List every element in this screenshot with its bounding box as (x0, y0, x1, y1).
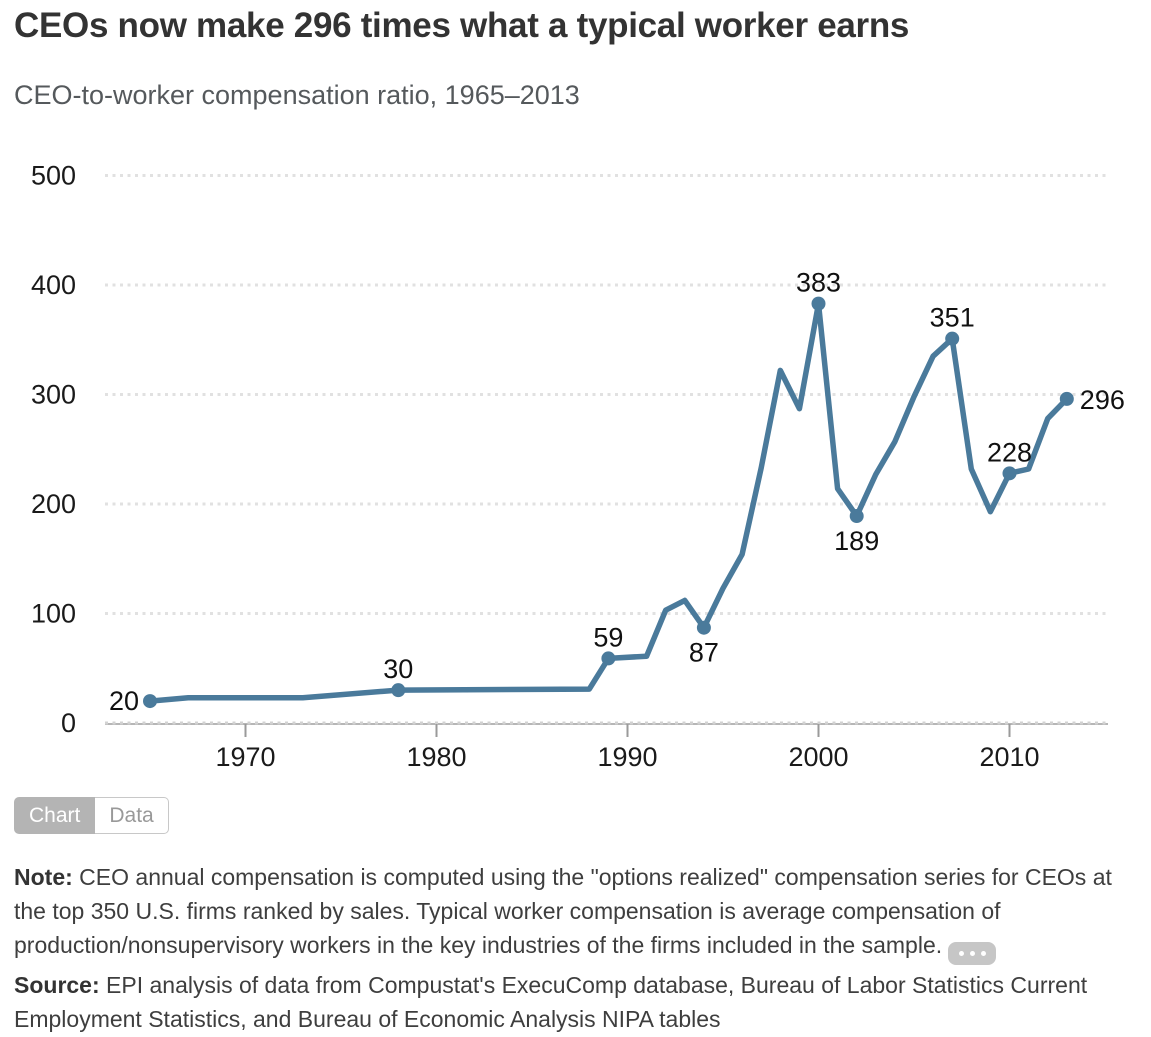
data-label-1978: 30 (383, 654, 413, 684)
x-tick-label: 2000 (788, 742, 848, 772)
data-point-1978[interactable] (391, 683, 406, 698)
data-label-2013: 296 (1080, 385, 1125, 415)
data-label-2010: 228 (987, 437, 1032, 467)
data-point-1965[interactable] (143, 694, 157, 709)
data-label-2002: 189 (834, 526, 879, 556)
y-tick-label: 300 (31, 380, 76, 410)
data-label-2000: 383 (796, 268, 841, 298)
x-tick-label: 2010 (979, 742, 1039, 772)
data-point-1989[interactable] (601, 651, 616, 666)
ceo-ratio-line-chart: 0 100 200 300 400 500 1970 1980 1990 2000 2010 20 30… (31, 161, 1125, 773)
page-title: CEOs now make 296 times what a typical w… (14, 6, 910, 45)
y-tick-label: 400 (31, 270, 76, 300)
note-text: Note: CEO annual compensation is compute… (14, 860, 1142, 965)
expand-note-button[interactable] (948, 942, 997, 965)
y-tick-label: 0 (61, 708, 76, 738)
chart-data-toggle: Chart Data (14, 797, 169, 834)
source-text: Source: EPI analysis of data from Compus… (14, 972, 1088, 1032)
data-point-2002[interactable] (849, 509, 864, 524)
data-point-2007[interactable] (945, 331, 960, 346)
source-label: Source: (14, 972, 100, 998)
ratio-line (147, 300, 1070, 704)
x-tick-label: 1980 (406, 742, 466, 772)
data-point-2010[interactable] (1002, 466, 1017, 481)
data-label-1989: 59 (593, 622, 623, 652)
y-tick-label: 200 (31, 489, 76, 519)
tab-chart[interactable]: Chart (14, 797, 96, 834)
data-label-1994: 87 (689, 638, 719, 668)
x-tick-label: 1970 (215, 742, 275, 772)
data-point-2000[interactable] (811, 296, 826, 311)
note-label: Note: (14, 864, 73, 890)
chart-subtitle: CEO-to-worker compensation ratio, 1965–2… (14, 80, 580, 110)
data-point-1994[interactable] (696, 620, 711, 635)
data-label-1965: 20 (109, 686, 139, 716)
tab-data[interactable]: Data (95, 797, 169, 834)
y-tick-label: 100 (31, 599, 76, 629)
x-tick-label: 1990 (597, 742, 657, 772)
y-tick-label: 500 (31, 161, 76, 191)
data-point-2013[interactable] (1059, 391, 1074, 406)
ellipsis-icon (958, 951, 964, 956)
data-label-2007: 351 (930, 303, 975, 333)
